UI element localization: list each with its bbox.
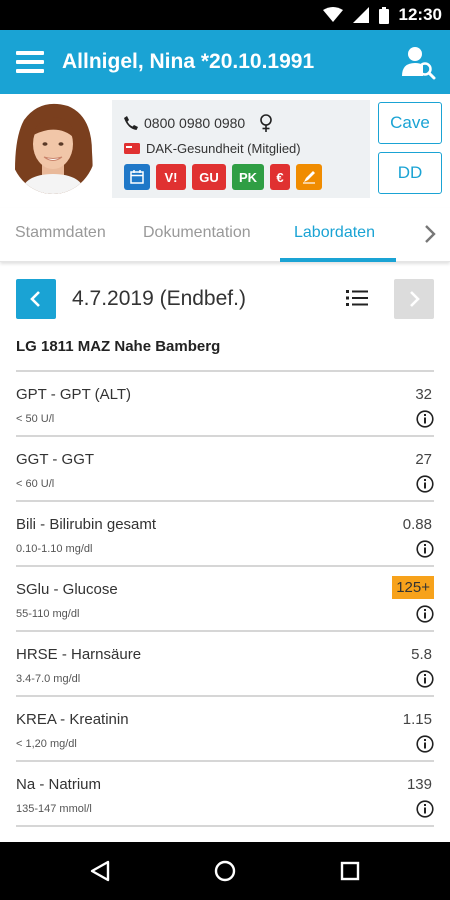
pk-badge[interactable]: PK [232,164,264,190]
wifi-icon [322,7,343,22]
status-time: 12:30 [398,5,442,24]
system-nav-bar [0,842,450,900]
lab-reference-range: 135-147 mmol/l [16,803,92,815]
insurance-name: DAK-Gesundheit (Mitglied) [146,141,301,156]
lab-test-name: SGlu - Glucose [16,581,118,598]
info-icon[interactable] [416,540,434,558]
calendar-badge[interactable] [124,164,150,190]
patient-title: Allnigel, Nina *20.10.1991 [62,50,315,73]
calendar-icon [130,170,144,184]
female-icon [260,114,273,132]
lab-reference-range: < 60 U/l [16,478,55,490]
lab-value: 1.15 [402,711,432,728]
lab-row-gpt[interactable]: GPT - GPT (ALT) < 50 U/l 32 [16,370,434,435]
lab-value: 32 [415,386,432,403]
status-bar: 12:30 [0,0,450,30]
lab-row-natrium[interactable]: Na - Natrium 135-147 mmol/l 139 [16,760,434,825]
list-divider [16,825,434,827]
warning-badge[interactable]: V! [156,164,186,190]
lab-row-harnsaeure[interactable]: HRSE - Harnsäure 3.4-7.0 mg/dl 5.8 [16,630,434,695]
patient-header: 0800 0980 0980 DAK-Gesundheit (Mitglied)… [0,94,450,206]
patient-info-box: 0800 0980 0980 DAK-Gesundheit (Mitglied)… [112,100,370,198]
lab-row-bilirubin[interactable]: Bili - Bilirubin gesamt 0.10-1.10 mg/dl … [16,500,434,565]
lab-value-flagged: 125+ [392,576,434,599]
info-icon[interactable] [416,735,434,753]
info-icon[interactable] [416,670,434,688]
battery-icon [378,6,389,24]
cell-signal-icon [352,7,369,23]
lab-value: 27 [415,451,432,468]
lab-test-name: GGT - GGT [16,451,95,468]
lab-name: LG 1811 MAZ Nahe Bamberg [16,338,221,355]
tab-stammdaten[interactable]: Stammdaten [15,224,106,241]
menu-icon[interactable] [16,51,44,73]
lab-test-name: KREA - Kreatinin [16,711,129,728]
lab-test-name: GPT - GPT (ALT) [16,386,132,403]
home-icon[interactable] [213,859,237,883]
recent-apps-icon[interactable] [338,859,362,883]
lab-row-glucose[interactable]: SGlu - Glucose 55-110 mg/dl 125+ [16,565,434,630]
info-icon[interactable] [416,410,434,428]
lab-value: 0.88 [402,516,432,533]
lab-values-list: GPT - GPT (ALT) < 50 U/l 32 GGT - GGT < … [16,370,434,827]
info-icon[interactable] [416,800,434,818]
lab-value: 5.8 [411,646,432,663]
lab-value: 139 [406,776,432,793]
patient-badges: V! GU PK € [124,164,322,190]
tab-dokumentation[interactable]: Dokumentation [143,224,251,241]
tab-labordaten[interactable]: Labordaten [294,224,375,241]
phone-icon [124,116,138,130]
chevron-right-icon [410,291,420,307]
dd-button[interactable]: DD [378,152,442,194]
report-date-nav: 4.7.2019 (Endbef.) [0,276,450,322]
list-icon[interactable] [346,288,368,308]
gu-badge[interactable]: GU [192,164,226,190]
info-icon[interactable] [416,475,434,493]
active-tab-indicator [280,258,396,262]
lab-test-name: Bili - Bilirubin gesamt [16,516,157,533]
pen-icon [303,171,315,184]
previous-report-button[interactable] [16,279,56,319]
lab-reference-range: < 1,20 mg/dl [16,738,77,750]
lab-test-name: Na - Natrium [16,776,102,793]
lab-reference-range: 55-110 mg/dl [16,608,80,620]
lab-row-ggt[interactable]: GGT - GGT < 60 U/l 27 [16,435,434,500]
chevron-left-icon [30,291,40,307]
insurance-card-icon [124,143,140,154]
phone-number[interactable]: 0800 0980 0980 [144,115,246,131]
phone-row: 0800 0980 0980 [124,114,273,132]
lab-test-name: HRSE - Harnsäure [16,646,142,663]
info-icon[interactable] [416,605,434,623]
patient-avatar[interactable] [10,102,96,194]
cave-button[interactable]: Cave [378,102,442,144]
lab-reference-range: 0.10-1.10 mg/dl [16,543,93,555]
user-search-icon[interactable] [400,44,436,80]
report-date: 4.7.2019 (Endbef.) [72,287,246,310]
app-bar: Allnigel, Nina *20.10.1991 [0,30,450,94]
tab-bar: Stammdaten Dokumentation Labordaten [0,208,450,262]
back-icon[interactable] [88,859,112,883]
billing-badge[interactable]: € [270,164,290,190]
chevron-right-icon[interactable] [420,222,440,246]
insurance-row: DAK-Gesundheit (Mitglied) [124,141,301,156]
lab-reference-range: < 50 U/l [16,413,55,425]
lab-reference-range: 3.4-7.0 mg/dl [16,673,81,685]
next-report-button[interactable] [394,279,434,319]
signature-badge[interactable] [296,164,322,190]
lab-row-kreatinin[interactable]: KREA - Kreatinin < 1,20 mg/dl 1.15 [16,695,434,760]
